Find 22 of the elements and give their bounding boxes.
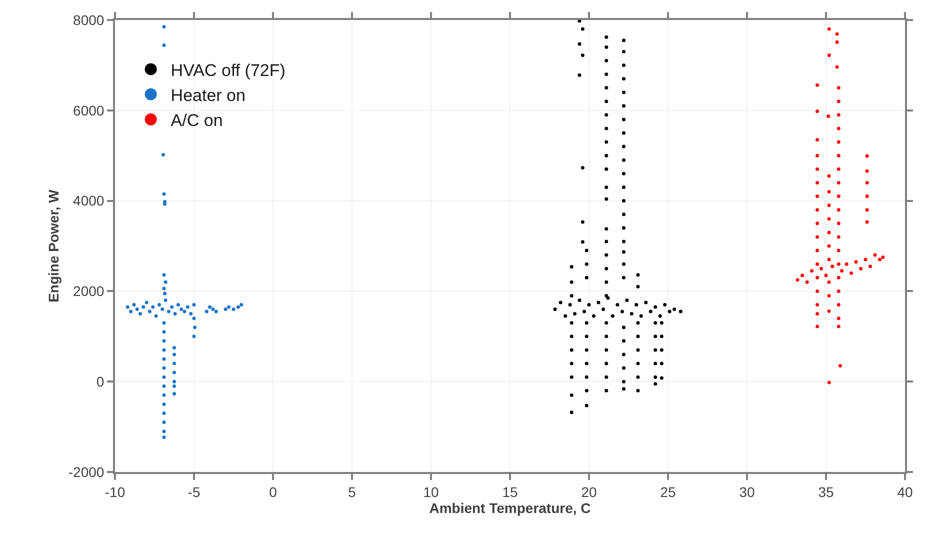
x-tick-label: 30 [739, 484, 755, 500]
x-axis-title: Ambient Temperature, C [429, 500, 591, 516]
x-tick-label: 10 [423, 484, 439, 500]
x-tick-label: 5 [348, 484, 356, 500]
x-tick-label: 20 [581, 484, 597, 500]
legend-label: HVAC off (72F) [170, 60, 286, 80]
y-tick-label: 2000 [73, 283, 104, 300]
x-tick-label: 40 [897, 484, 913, 500]
x-tick-label: -5 [188, 484, 200, 500]
legend-label: A/C on [170, 111, 223, 130]
y-axis-title: Engine Power, W [45, 188, 62, 302]
x-tick-label: 35 [818, 484, 834, 500]
x-tick-label: -10 [104, 484, 126, 500]
legend-label: Heater on [170, 86, 246, 105]
x-tick-label: 0 [269, 484, 278, 500]
y-tick-label: 8000 [73, 12, 104, 28]
y-tick-label: 6000 [73, 102, 104, 118]
y-tick-label: 0 [96, 374, 104, 390]
x-tick-label: 15 [502, 484, 518, 500]
y-tick-label: 4000 [73, 192, 104, 209]
x-tick-label: 25 [660, 484, 676, 500]
y-tick-label: -2000 [68, 464, 104, 480]
